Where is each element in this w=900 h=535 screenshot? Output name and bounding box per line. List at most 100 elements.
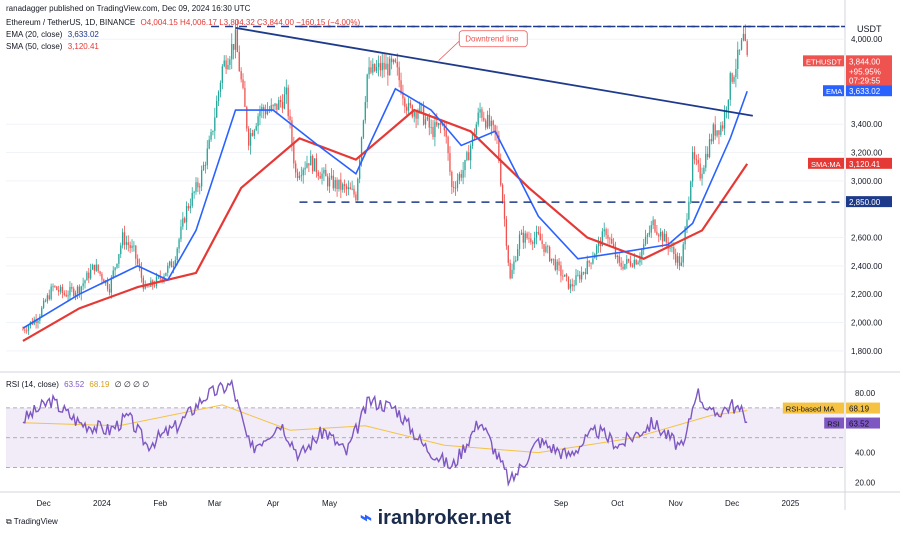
candle-body	[144, 284, 146, 289]
candle-body	[661, 231, 664, 242]
candle-body	[548, 246, 551, 261]
candle-body	[601, 231, 603, 247]
rsi-value-box	[846, 402, 880, 414]
price-tick-label: 3,200.00	[851, 149, 883, 158]
candle-body	[705, 153, 707, 168]
annotation-text: Downtrend line	[465, 35, 519, 44]
candle-body	[259, 110, 261, 117]
candle-body	[716, 130, 718, 136]
candle-body	[560, 265, 562, 276]
candle-body	[481, 109, 483, 118]
sma50-line	[22, 108, 749, 342]
level-price-label-value: 2,850.00	[849, 198, 881, 207]
candle-body	[370, 67, 372, 73]
candle-body	[422, 105, 425, 125]
candle-body	[633, 259, 635, 267]
candle-body	[251, 133, 254, 136]
candle-body	[654, 219, 656, 232]
candle-body	[24, 329, 26, 331]
candle-body	[219, 82, 222, 92]
candle-body	[607, 235, 609, 239]
candle-body	[605, 229, 607, 236]
candle-body	[133, 245, 135, 247]
candle-body	[332, 175, 334, 189]
candle-body	[302, 169, 304, 176]
candle-body	[469, 145, 472, 161]
candle-body	[54, 285, 56, 287]
candle-body	[300, 175, 303, 177]
candle-body	[137, 258, 139, 264]
candle-body	[123, 232, 126, 245]
candle-body	[199, 186, 201, 188]
rsi-tick-label: 20.00	[855, 479, 876, 488]
candle-body	[517, 249, 519, 261]
rsi-value-text: 63.52	[849, 420, 870, 429]
candle-body	[644, 236, 647, 245]
candle-body	[180, 226, 182, 240]
candle-body	[379, 63, 382, 71]
candle-body	[383, 62, 385, 70]
candle-body	[439, 122, 442, 125]
candle-body	[321, 173, 323, 179]
rsi-legend-label: RSI (14, close)	[6, 380, 59, 389]
candle-body	[272, 105, 274, 107]
candle-body	[355, 194, 357, 201]
candle-body	[357, 178, 359, 201]
candle-body	[582, 272, 585, 273]
candle-body	[488, 114, 491, 127]
candle-body	[281, 102, 284, 109]
price-tick-label: 2,600.00	[851, 234, 883, 243]
candle-body	[671, 247, 673, 249]
candle-body	[366, 74, 368, 102]
candle-body	[447, 136, 449, 154]
last-price-label-value: 3,844.00	[849, 57, 881, 66]
candle-body	[116, 263, 118, 268]
candle-body	[528, 238, 530, 239]
rsi-value-tag	[782, 402, 844, 414]
candle-body	[338, 179, 340, 189]
candle-body	[492, 120, 494, 126]
candle-body	[458, 173, 461, 181]
candle-body	[161, 278, 163, 281]
candle-body	[313, 158, 316, 172]
candle-body	[417, 112, 419, 119]
candle-body	[643, 244, 645, 250]
candle-body	[701, 173, 703, 179]
candle-body	[688, 201, 690, 220]
candle-body	[596, 245, 598, 255]
candle-body	[84, 280, 86, 284]
candle-body	[35, 319, 37, 323]
ema-price-label-value: 3,633.02	[849, 87, 881, 96]
candle-body	[509, 262, 511, 279]
candle-body	[349, 187, 351, 190]
candle-body	[328, 177, 331, 187]
candle-body	[710, 139, 713, 142]
candle-body	[266, 110, 269, 115]
candle-body	[573, 285, 575, 287]
candle-body	[261, 107, 263, 111]
candle-body	[569, 284, 572, 289]
candle-body	[663, 233, 666, 242]
candle-body	[257, 116, 259, 127]
candle-body	[193, 191, 195, 193]
candle-body	[394, 59, 397, 62]
candle-body	[464, 160, 466, 171]
downtrend-line	[235, 27, 753, 117]
candle-body	[27, 325, 30, 331]
price-tick-label: 2,400.00	[851, 262, 883, 271]
candle-body	[377, 63, 380, 68]
candle-body	[22, 329, 24, 331]
price-tick-label: 2,000.00	[851, 319, 883, 328]
candle-body	[415, 111, 417, 119]
rsi-value-text: 68.19	[849, 405, 870, 414]
candle-body	[234, 29, 237, 50]
last-price-label-tag-text: ETHUSDT	[806, 57, 842, 66]
candle-body	[37, 320, 39, 323]
candle-body	[71, 286, 73, 289]
candle-body	[172, 266, 175, 268]
candle-body	[515, 260, 517, 262]
candle-body	[327, 176, 329, 187]
candle-body	[244, 87, 246, 107]
candle-body	[155, 276, 158, 286]
brand-label: TradingView	[13, 517, 58, 526]
